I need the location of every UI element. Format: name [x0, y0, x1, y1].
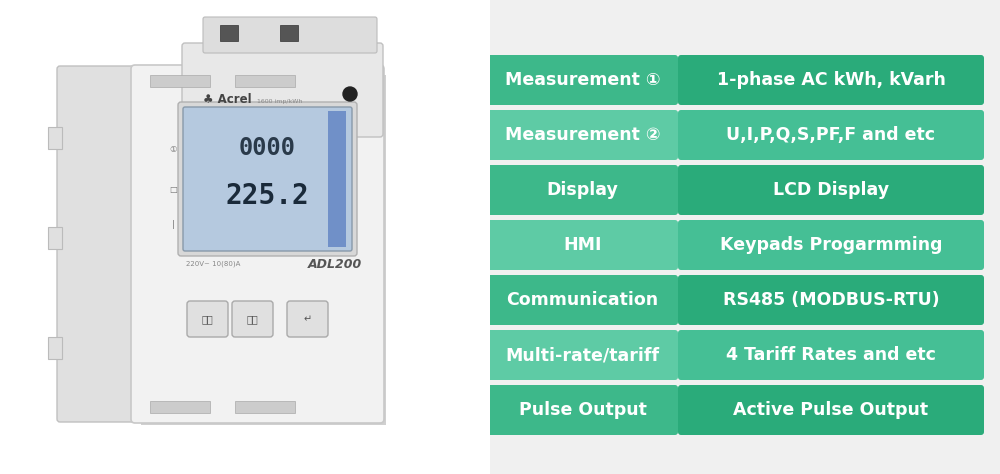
Bar [48, 227, 62, 249]
Circle shape [343, 87, 357, 101]
FancyBboxPatch shape [131, 65, 384, 423]
Bar [141, 75, 386, 425]
FancyBboxPatch shape [487, 275, 678, 325]
FancyBboxPatch shape [678, 275, 984, 325]
Text: LCD Display: LCD Display [773, 181, 889, 199]
FancyBboxPatch shape [178, 102, 357, 256]
FancyBboxPatch shape [487, 385, 678, 435]
Text: 220V~ 10(80)A: 220V~ 10(80)A [186, 261, 240, 267]
FancyBboxPatch shape [182, 43, 383, 137]
Text: Multi-rate/tariff: Multi-rate/tariff [505, 346, 660, 364]
Text: U,I,P,Q,S,PF,F and etc: U,I,P,Q,S,PF,F and etc [726, 126, 936, 144]
Bar [150, 401, 210, 413]
Text: Measurement ②: Measurement ② [505, 126, 660, 144]
FancyBboxPatch shape [57, 66, 138, 422]
FancyBboxPatch shape [678, 220, 984, 270]
FancyBboxPatch shape [232, 301, 273, 337]
FancyBboxPatch shape [487, 165, 678, 215]
FancyBboxPatch shape [678, 165, 984, 215]
FancyBboxPatch shape [678, 55, 984, 105]
Text: 1-phase AC kWh, kVarh: 1-phase AC kWh, kVarh [717, 71, 945, 89]
FancyBboxPatch shape [487, 330, 678, 380]
FancyBboxPatch shape [187, 301, 228, 337]
Bar [0, 0, 490, 474]
Bar [328, 111, 346, 247]
Text: ↵: ↵ [303, 314, 312, 324]
FancyBboxPatch shape [678, 110, 984, 160]
Text: Active Pulse Output: Active Pulse Output [733, 401, 929, 419]
FancyBboxPatch shape [678, 385, 984, 435]
Text: Display: Display [547, 181, 618, 199]
Bar [235, 75, 295, 87]
Text: 《《: 《《 [202, 314, 213, 324]
Bar [220, 25, 238, 41]
FancyBboxPatch shape [487, 55, 678, 105]
Text: 》》: 》》 [247, 314, 258, 324]
Bar [235, 401, 295, 413]
Text: ADL200: ADL200 [308, 257, 362, 271]
Text: Measurement ①: Measurement ① [505, 71, 660, 89]
Text: Pulse Output: Pulse Output [519, 401, 646, 419]
Text: ♣ Acrel: ♣ Acrel [203, 92, 252, 106]
Text: HMI: HMI [563, 236, 602, 254]
FancyBboxPatch shape [183, 107, 352, 251]
Text: |: | [172, 219, 174, 228]
FancyBboxPatch shape [678, 330, 984, 380]
FancyBboxPatch shape [487, 110, 678, 160]
Text: 0000: 0000 [239, 136, 296, 160]
Text: □: □ [169, 184, 177, 193]
Text: 4 Tariff Rates and etc: 4 Tariff Rates and etc [726, 346, 936, 364]
Bar [150, 75, 210, 87]
Text: ①: ① [169, 145, 177, 154]
FancyBboxPatch shape [487, 220, 678, 270]
Bar [48, 337, 62, 359]
FancyBboxPatch shape [203, 17, 377, 53]
Text: Keypads Progarmming: Keypads Progarmming [720, 236, 942, 254]
Bar [280, 25, 298, 41]
Bar [48, 127, 62, 149]
Text: 1600 imp/kWh: 1600 imp/kWh [257, 99, 303, 103]
Text: Communication: Communication [506, 291, 659, 309]
Text: RS485 (MODBUS-RTU): RS485 (MODBUS-RTU) [723, 291, 939, 309]
FancyBboxPatch shape [287, 301, 328, 337]
Text: 225.2: 225.2 [226, 182, 309, 210]
